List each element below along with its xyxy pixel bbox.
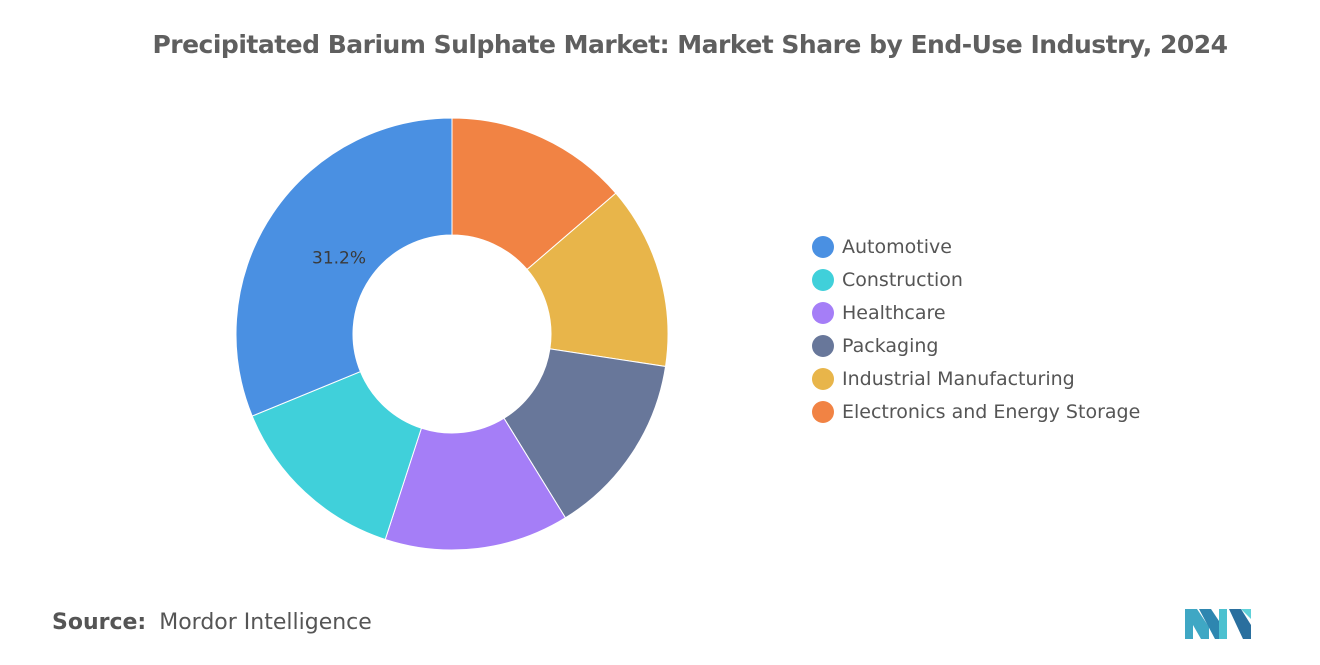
legend-label: Healthcare (842, 301, 946, 324)
slice-construction (251, 370, 423, 541)
slice-healthcare (384, 417, 567, 551)
legend-swatch (812, 400, 834, 423)
legend-swatch (812, 334, 834, 357)
source-label: Source: (52, 610, 147, 635)
chart-title: Precipitated Barium Sulphate Market: Mar… (152, 30, 1228, 59)
legend-label: Industrial Manufacturing (842, 367, 1075, 390)
mordor-intelligence-logo-icon (1185, 609, 1251, 639)
legend-swatch (812, 301, 834, 324)
source-note: Source: Mordor Intelligence (52, 610, 372, 635)
data-label-automotive: 31.2% (312, 248, 366, 268)
donut-data-labels: 31.2% (312, 248, 366, 268)
source-value: Mordor Intelligence (159, 610, 372, 635)
slice-electronics-and-energy-storage (451, 117, 617, 271)
slice-packaging (503, 348, 667, 519)
legend-label: Construction (842, 268, 963, 291)
chart-legend: Automotive Construction Healthcare Packagin… (812, 230, 1140, 428)
legend-item-automotive: Automotive (812, 230, 1140, 263)
legend-label: Automotive (842, 235, 952, 258)
legend-item-electronics-and-energy-storage: Electronics and Energy Storage (812, 395, 1140, 428)
legend-label: Electronics and Energy Storage (842, 400, 1141, 423)
legend-swatch (812, 235, 834, 258)
donut-slices (235, 117, 669, 551)
legend-item-construction: Construction (812, 263, 1140, 296)
legend-label: Packaging (842, 334, 939, 357)
legend-swatch (812, 268, 834, 291)
legend-swatch (812, 367, 834, 390)
slice-automotive (235, 117, 453, 417)
legend-item-industrial-manufacturing: Industrial Manufacturing (812, 362, 1140, 395)
slice-industrial-manufacturing (526, 192, 669, 368)
legend-item-packaging: Packaging (812, 329, 1140, 362)
legend-item-healthcare: Healthcare (812, 296, 1140, 329)
